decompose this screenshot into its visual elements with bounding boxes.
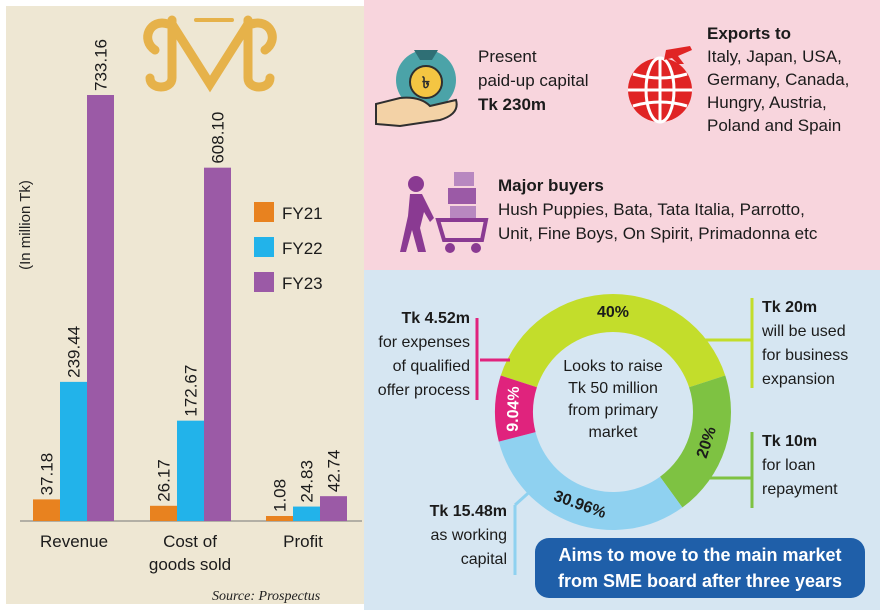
bar-fy22-1 bbox=[177, 420, 204, 521]
logo-monogram bbox=[143, 15, 277, 93]
bar-fy23-1 bbox=[204, 167, 231, 522]
bar-fy22-2 bbox=[293, 506, 320, 521]
callout-loan-line-2: repayment bbox=[762, 481, 838, 498]
capital-line2: paid-up capital bbox=[478, 71, 589, 90]
callout-expansion-line-1: will be used bbox=[762, 323, 846, 340]
exports-title: Exports to bbox=[707, 24, 792, 43]
category-label-0-0: Revenue bbox=[40, 532, 108, 551]
category-label-2-0: Profit bbox=[283, 532, 323, 551]
bar-fy23-2 bbox=[320, 496, 347, 521]
main-market-banner: Aims to move to the main market from SME… bbox=[535, 538, 865, 598]
y-axis-label: (In million Tk) bbox=[17, 180, 34, 270]
shopping-cart-person-icon bbox=[400, 172, 489, 253]
exports-line-1: Italy, Japan, USA, bbox=[707, 47, 842, 66]
company-info-panel bbox=[364, 0, 880, 270]
exports-line-4: Poland and Spain bbox=[707, 116, 842, 135]
legend-swatch-fy23 bbox=[254, 272, 274, 292]
bar-value-label-fy22-1: 172.67 bbox=[182, 365, 201, 417]
bar-fy21-0 bbox=[33, 499, 60, 521]
bar-value-label-fy23-1: 608.10 bbox=[209, 112, 228, 164]
buyers-line-2: Unit, Fine Boys, On Spirit, Primadonna e… bbox=[498, 224, 818, 243]
legend-swatch-fy22 bbox=[254, 237, 274, 257]
bar-chart: (In million Tk) 37.18 26.17 1.08 239.44 172.… bbox=[17, 15, 362, 604]
buyers-title: Major buyers bbox=[498, 176, 604, 195]
bar-value-label-fy23-2: 42.74 bbox=[325, 450, 344, 493]
callout-expenses-amount: Tk 4.52m bbox=[401, 310, 470, 327]
donut-center-line-1: Looks to raise bbox=[563, 358, 663, 375]
callout-expenses-line-3: offer process bbox=[377, 382, 470, 399]
legend-label-fy21: FY21 bbox=[282, 204, 323, 223]
callout-working-line-2: capital bbox=[460, 551, 507, 568]
bar-value-label-fy22-0: 239.44 bbox=[65, 326, 84, 378]
svg-text:৳: ৳ bbox=[422, 75, 430, 92]
legend-label-fy23: FY23 bbox=[282, 274, 323, 293]
capital-line1: Present bbox=[478, 47, 537, 66]
bar-value-label-fy21-0: 37.18 bbox=[38, 453, 57, 496]
bar-fy21-2 bbox=[266, 516, 293, 521]
globe-plane-icon bbox=[628, 46, 692, 124]
callout-expenses-line-2: of qualified bbox=[392, 358, 470, 375]
bar-value-label-fy21-1: 26.17 bbox=[155, 459, 174, 502]
bar-fy23-0 bbox=[87, 95, 114, 521]
callout-loan-line-1: for loan bbox=[762, 457, 816, 474]
bar-value-label-fy22-2: 24.83 bbox=[298, 460, 317, 503]
bar-fy22-0 bbox=[60, 381, 87, 521]
exports-line-3: Hungry, Austria, bbox=[707, 93, 827, 112]
donut-center-line-4: market bbox=[588, 424, 638, 441]
donut-center-line-3: from primary bbox=[568, 402, 658, 419]
callout-expansion-amount: Tk 20m bbox=[762, 299, 818, 316]
callout-working-amount: Tk 15.48m bbox=[429, 503, 507, 520]
banner-line-1: Aims to move to the main market bbox=[558, 545, 842, 565]
capital-value: Tk 230m bbox=[478, 95, 547, 114]
banner-line-2: from SME board after three years bbox=[557, 571, 843, 591]
money-bag-hand-icon: ৳ bbox=[375, 50, 458, 128]
bar-value-label-fy23-0: 733.16 bbox=[92, 39, 111, 91]
category-label-1-0: Cost of bbox=[163, 532, 217, 551]
callout-expansion-line-2: for business bbox=[762, 347, 849, 364]
callout-working-line-1: as working bbox=[430, 527, 507, 544]
exports-line-2: Germany, Canada, bbox=[707, 70, 850, 89]
callout-expansion-line-3: expansion bbox=[762, 371, 835, 388]
buyers-line-1: Hush Puppies, Bata, Tata Italia, Parrott… bbox=[498, 200, 805, 219]
legend-swatch-fy21 bbox=[254, 202, 274, 222]
bar-value-label-fy21-2: 1.08 bbox=[271, 479, 290, 512]
callout-expenses-line-1: for expenses bbox=[378, 334, 470, 351]
legend-label-fy22: FY22 bbox=[282, 239, 323, 258]
bar-fy21-1 bbox=[150, 505, 177, 521]
callout-loan-amount: Tk 10m bbox=[762, 433, 818, 450]
category-label-1-1: goods sold bbox=[149, 555, 231, 574]
donut-center-line-2: Tk 50 million bbox=[568, 380, 658, 397]
source-note: Source: Prospectus bbox=[212, 589, 321, 604]
